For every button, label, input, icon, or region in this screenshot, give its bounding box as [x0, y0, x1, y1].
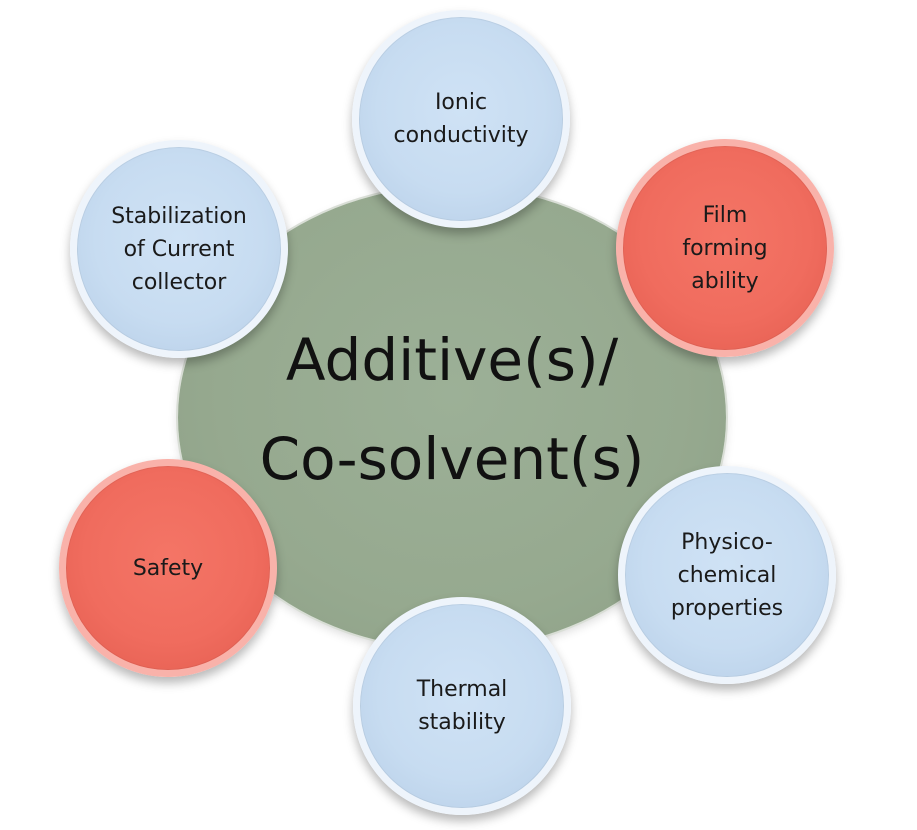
node-stabilization-current-collector: Stabilization of Current collector [70, 140, 288, 358]
node-stabilization-current-collector-label: Stabilization of Current collector [111, 203, 247, 295]
node-physicochemical-properties: Physico- chemical properties [618, 466, 836, 684]
node-thermal-stability-label: Thermal stability [416, 677, 508, 735]
node-thermal-stability: Thermal stability [353, 597, 571, 815]
node-film-forming-ability-label: Film forming ability [682, 202, 768, 294]
node-safety: Safety [59, 459, 277, 677]
node-safety-label: Safety [132, 555, 204, 581]
node-ionic-conductivity-label: Ionic conductivity [393, 90, 529, 148]
node-film-forming-ability: Film forming ability [616, 139, 834, 357]
node-ionic-conductivity: Ionic conductivity [352, 10, 570, 228]
hub-label-line-1: Additive(s)/ [285, 326, 619, 394]
hub-label-line-2: Co-solvent(s) [259, 425, 645, 493]
node-physicochemical-properties-label: Physico- chemical properties [670, 529, 784, 621]
